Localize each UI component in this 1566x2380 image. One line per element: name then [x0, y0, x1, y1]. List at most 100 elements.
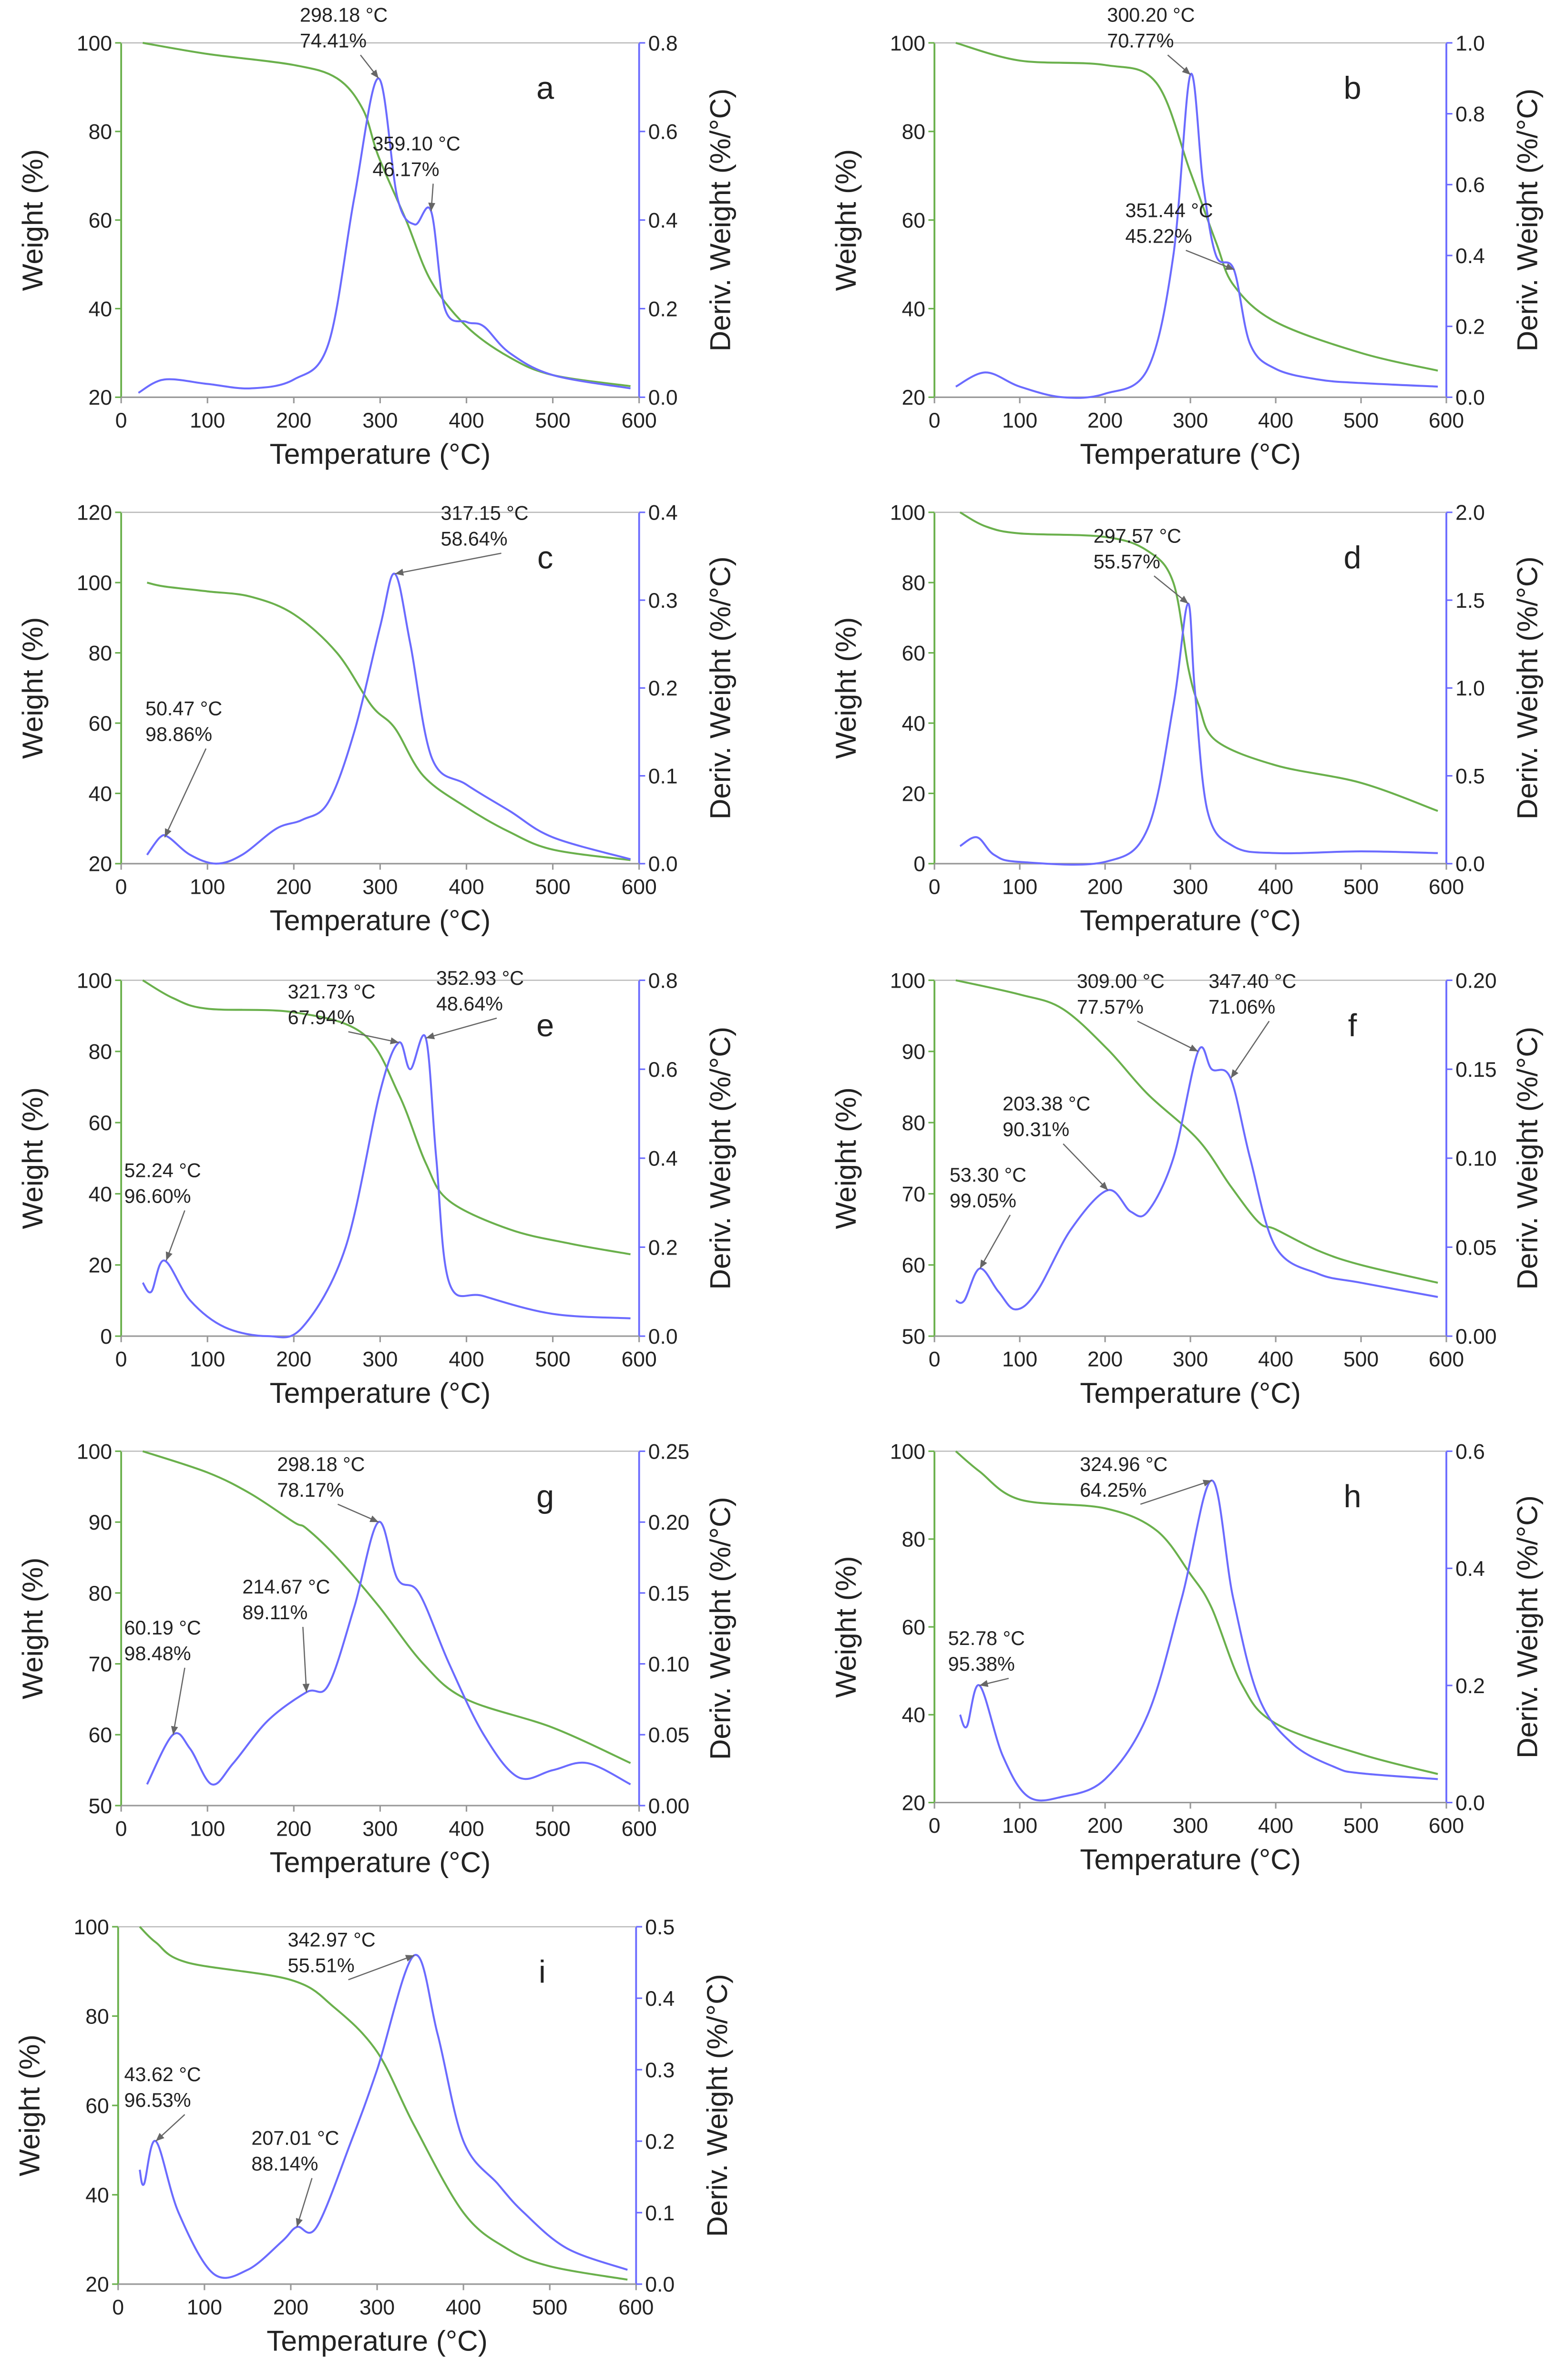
y-tick-label: 90	[902, 1041, 925, 1064]
deriv-weight-curve	[146, 572, 631, 865]
x-tick-label: 300	[1173, 409, 1208, 432]
x-tick-label: 500	[1343, 875, 1379, 899]
y-tick-label: 80	[902, 121, 925, 144]
x-tick-label: 200	[276, 409, 311, 432]
x-tick-label: 200	[276, 1817, 311, 1840]
x-tick-label: 300	[1173, 1348, 1208, 1371]
x-axis-label: Temperature (°C)	[1080, 1377, 1301, 1409]
x-tick-label: 400	[449, 875, 484, 899]
y2-tick-label: 0.6	[648, 121, 678, 144]
y-tick-label: 40	[89, 782, 112, 806]
annotation-label: 96.60%	[124, 1185, 191, 1207]
annotation-label: 90.31%	[1003, 1119, 1069, 1141]
arrowhead-icon	[164, 828, 172, 838]
weight-curve	[146, 582, 631, 861]
weight-curve	[142, 1450, 631, 1764]
y-tick-label: 80	[902, 572, 925, 595]
y-tick-label: 0	[913, 853, 925, 876]
y-tick-label: 70	[902, 1183, 925, 1206]
x-tick-label: 100	[190, 1348, 225, 1371]
annotation-label: 55.57%	[1094, 551, 1160, 572]
x-tick-label: 600	[622, 1348, 657, 1371]
y2-tick-label: 0.6	[648, 1058, 678, 1082]
y2-tick-label: 0.0	[1455, 1791, 1485, 1815]
x-tick-label: 200	[1087, 409, 1123, 432]
annotation-label: 74.41%	[300, 30, 367, 51]
chart-panel-g: 0 100 200 300 400 500 600 50 60 70 80 90 100 0.00 0.05…	[16, 1440, 736, 1878]
annotation-label: 98.48%	[124, 1643, 191, 1665]
y2-tick-label: 0.15	[1455, 1058, 1497, 1082]
x-tick-label: 200	[273, 2296, 308, 2319]
y2-axis-label: Deriv. Weight (%/°C)	[704, 1497, 736, 1760]
deriv-weight-curve	[139, 1954, 628, 2279]
x-tick-label: 600	[1429, 1348, 1464, 1371]
arrowhead-icon	[428, 203, 436, 212]
y-tick-label: 40	[902, 297, 925, 321]
annotation-label: 95.38%	[948, 1653, 1015, 1675]
y2-axis-label: Deriv. Weight (%/°C)	[1511, 1495, 1544, 1758]
annotation-label: 88.14%	[251, 2153, 318, 2175]
y-tick-label: 60	[902, 642, 925, 665]
x-tick-label: 300	[1173, 875, 1208, 899]
x-tick-label: 600	[1429, 409, 1464, 432]
x-axis-label: Temperature (°C)	[270, 438, 491, 470]
annotation-arrow	[165, 1210, 185, 1261]
x-tick-label: 600	[1429, 1814, 1464, 1838]
annotation-label: 297.57 °C	[1094, 525, 1181, 547]
x-tick-label: 100	[190, 875, 225, 899]
y-tick-label: 80	[85, 2005, 109, 2028]
chart-panel-f: 0 100 200 300 400 500 600 50 60 70 80 90 100 0.00 0.05…	[829, 969, 1544, 1409]
panel-letter: h	[1343, 1479, 1361, 1514]
annotation-label: 70.77%	[1107, 30, 1174, 51]
y2-tick-label: 1.0	[1455, 32, 1485, 55]
panel-letter: i	[539, 1955, 546, 1990]
y-tick-label: 100	[77, 32, 112, 55]
arrowhead-icon	[155, 2133, 164, 2141]
annotation-label: 298.18 °C	[277, 1453, 365, 1475]
annotation-label: 43.62 °C	[124, 2063, 201, 2085]
chart-panel-i: 0 100 200 300 400 500 600 20 40 60 80 100 0.0 0.1 0.2 0…	[13, 1916, 733, 2357]
x-tick-label: 100	[1002, 409, 1037, 432]
y2-tick-label: 0.4	[648, 501, 678, 525]
y-axis-label: Weight (%)	[13, 2034, 46, 2176]
x-tick-label: 500	[535, 875, 570, 899]
y2-tick-label: 0.0	[648, 386, 678, 409]
y-tick-label: 40	[902, 1704, 925, 1727]
arrowhead-icon	[426, 1032, 435, 1040]
annotation-arrow	[395, 552, 502, 575]
y-tick-label: 80	[902, 1528, 925, 1552]
x-tick-label: 100	[187, 2296, 222, 2319]
y-tick-label: 0	[100, 1325, 112, 1348]
y2-tick-label: 0.00	[1455, 1325, 1497, 1348]
y2-tick-label: 0.15	[648, 1582, 690, 1605]
panel-letter: f	[1348, 1008, 1357, 1043]
arrowhead-icon	[1182, 66, 1191, 75]
x-axis-label: Temperature (°C)	[1080, 904, 1301, 937]
y2-tick-label: 0.4	[648, 209, 678, 233]
annotation-label: 342.97 °C	[288, 1929, 376, 1951]
y2-axis-label: Deriv. Weight (%/°C)	[704, 556, 736, 819]
y2-tick-label: 0.8	[1455, 103, 1485, 126]
annotation-arrow	[348, 1031, 399, 1043]
arrowhead-icon	[1202, 1480, 1212, 1487]
y2-tick-label: 0.4	[645, 1987, 675, 2011]
y-tick-label: 60	[902, 209, 925, 233]
y2-tick-label: 0.4	[1455, 1557, 1485, 1581]
y-tick-label: 20	[902, 782, 925, 806]
arrowhead-icon	[390, 1037, 399, 1044]
annotation-label: 203.38 °C	[1003, 1093, 1090, 1115]
arrowhead-icon	[395, 569, 404, 576]
y2-tick-label: 1.5	[1455, 589, 1485, 613]
y2-tick-label: 2.0	[1455, 501, 1485, 525]
x-tick-label: 100	[1002, 1348, 1037, 1371]
weight-curve	[139, 1926, 628, 2281]
annotation-arrow	[979, 1215, 1011, 1269]
y-tick-label: 80	[89, 642, 112, 665]
y2-tick-label: 0.0	[645, 2273, 675, 2297]
x-tick-label: 100	[1002, 875, 1037, 899]
y-tick-label: 80	[902, 1112, 925, 1135]
y2-tick-label: 0.00	[648, 1795, 690, 1818]
y-tick-label: 70	[89, 1653, 112, 1676]
annotation-label: 77.57%	[1077, 996, 1144, 1018]
annotation-arrow	[425, 1017, 497, 1039]
